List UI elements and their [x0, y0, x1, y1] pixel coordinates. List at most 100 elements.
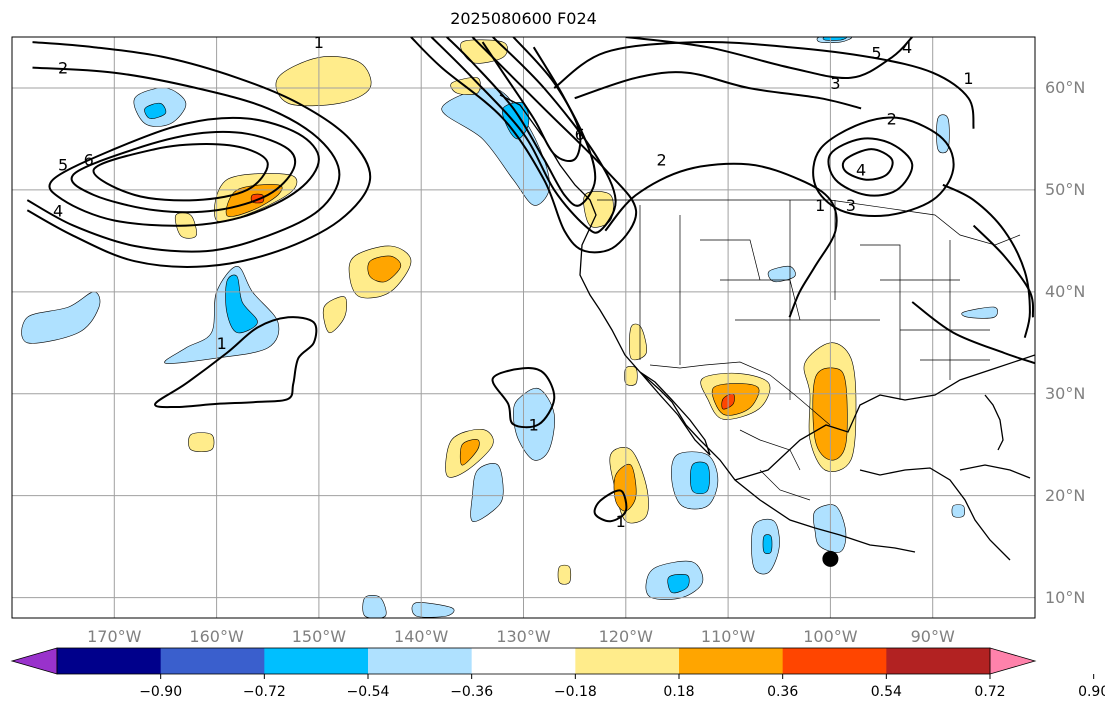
colorbar-segment [679, 648, 784, 674]
shaded-region [667, 574, 690, 594]
colorbar-tick-label: 0.72 [974, 684, 1006, 700]
us-canada-border [597, 199, 1021, 246]
latitude-label: 30°N [1045, 383, 1086, 403]
mexico-states [739, 429, 811, 501]
shaded-region [951, 504, 965, 518]
shaded-region [411, 602, 455, 618]
shaded-region [21, 291, 101, 344]
us-mexico-border [649, 361, 831, 426]
colorbar-tick-label: 0.18 [663, 684, 695, 700]
longitude-label: 120°W [598, 627, 653, 646]
contour-label: 6 [84, 150, 94, 169]
colorbar-tick-label: 0.90 [1078, 684, 1105, 700]
colorbar-extend-low [10, 647, 58, 675]
shaded-region [557, 564, 572, 585]
pressure-contour [972, 224, 1035, 318]
shaded-region [762, 534, 773, 554]
colorbar-segment [264, 648, 369, 674]
colorbar-tick-label: 0.36 [767, 684, 799, 700]
colorbar-tick-label: −0.72 [242, 684, 286, 700]
shaded-field-layer [21, 37, 998, 618]
pressure-contour [92, 142, 269, 202]
pressure-contour [625, 37, 913, 80]
pressure-contour [481, 41, 582, 162]
longitude-label: 90°W [910, 627, 955, 646]
contour-label: 1 [314, 33, 324, 52]
pressure-contour [154, 316, 318, 409]
longitude-label: 150°W [291, 627, 347, 646]
shaded-region [583, 191, 614, 228]
longitude-label: 140°W [394, 627, 449, 646]
contour-label: 1 [963, 69, 973, 88]
longitude-label: 130°W [496, 627, 551, 646]
pressure-contour [410, 37, 638, 254]
contour-label: 6 [575, 125, 585, 144]
pressure-contour [26, 41, 372, 268]
colorbar-segment [575, 648, 680, 674]
contour-label: 4 [856, 161, 866, 180]
contour-label: 2 [887, 110, 897, 129]
pressure-contour [491, 367, 556, 429]
shaded-region [164, 265, 280, 364]
latitude-label: 50°N [1045, 179, 1086, 199]
pressure-contour [827, 137, 914, 197]
contour-label: 5 [871, 43, 881, 62]
colorbar-tick-label: −0.90 [139, 684, 183, 700]
longitude-label: 110°W [700, 627, 756, 646]
colorbar-tick-label: −0.54 [346, 684, 390, 700]
latitude-label: 20°N [1045, 485, 1086, 505]
shaded-region [144, 102, 167, 119]
shaded-region [822, 37, 847, 41]
contour-label: 1 [529, 415, 539, 434]
colorbar-segment [160, 648, 265, 674]
colorbar-extend-high [989, 647, 1037, 675]
contour-label: 2 [58, 59, 68, 78]
florida-coast [984, 394, 1004, 451]
contour-label: 1 [616, 512, 626, 531]
shaded-region [367, 255, 402, 283]
shaded-region [322, 296, 348, 333]
contour-label: 3 [846, 196, 856, 215]
political-border-layer [597, 199, 1021, 501]
colorbar-segment [368, 648, 473, 674]
map-title: 2025080600 F024 [450, 9, 597, 28]
contour-label: 1 [217, 334, 227, 353]
colorbar-segment [57, 648, 162, 674]
shaded-region [470, 463, 504, 522]
shaded-region [362, 595, 387, 618]
pressure-contour [430, 37, 617, 234]
colorbar-segment [471, 648, 576, 674]
gulf-coast [734, 354, 1035, 481]
colorbar-tick-label: 0.54 [870, 684, 902, 700]
pressure-contour-layer [26, 37, 1035, 523]
contour-label: 4 [902, 38, 912, 57]
colorbar-segment [782, 648, 887, 674]
pressure-contour [942, 183, 1031, 338]
contour-label: 4 [53, 201, 63, 220]
contour-label: 3 [830, 74, 840, 93]
graticule-layer [12, 37, 1035, 618]
shaded-region [188, 432, 215, 453]
location-marker [822, 550, 839, 567]
latitude-label: 40°N [1045, 281, 1086, 301]
shaded-region [613, 464, 637, 512]
contour-label: 5 [58, 155, 68, 174]
pressure-contour [26, 66, 341, 253]
shaded-region [813, 504, 847, 553]
shaded-region [459, 439, 480, 466]
shaded-region [502, 102, 530, 140]
pressure-contour [841, 148, 894, 181]
colorbar-tick-label: −0.36 [450, 684, 494, 700]
latitude-label: 10°N [1045, 587, 1086, 607]
state-lines [639, 200, 990, 400]
shaded-region [460, 39, 508, 64]
shaded-region [690, 461, 710, 495]
shaded-region [961, 306, 998, 319]
shaded-region [441, 87, 550, 206]
colorbar-tick-label: −0.18 [553, 684, 597, 700]
latitude-label: 60°N [1045, 77, 1086, 97]
pressure-contour [70, 130, 297, 214]
shaded-region [767, 265, 796, 283]
pressure-contour [593, 489, 628, 523]
